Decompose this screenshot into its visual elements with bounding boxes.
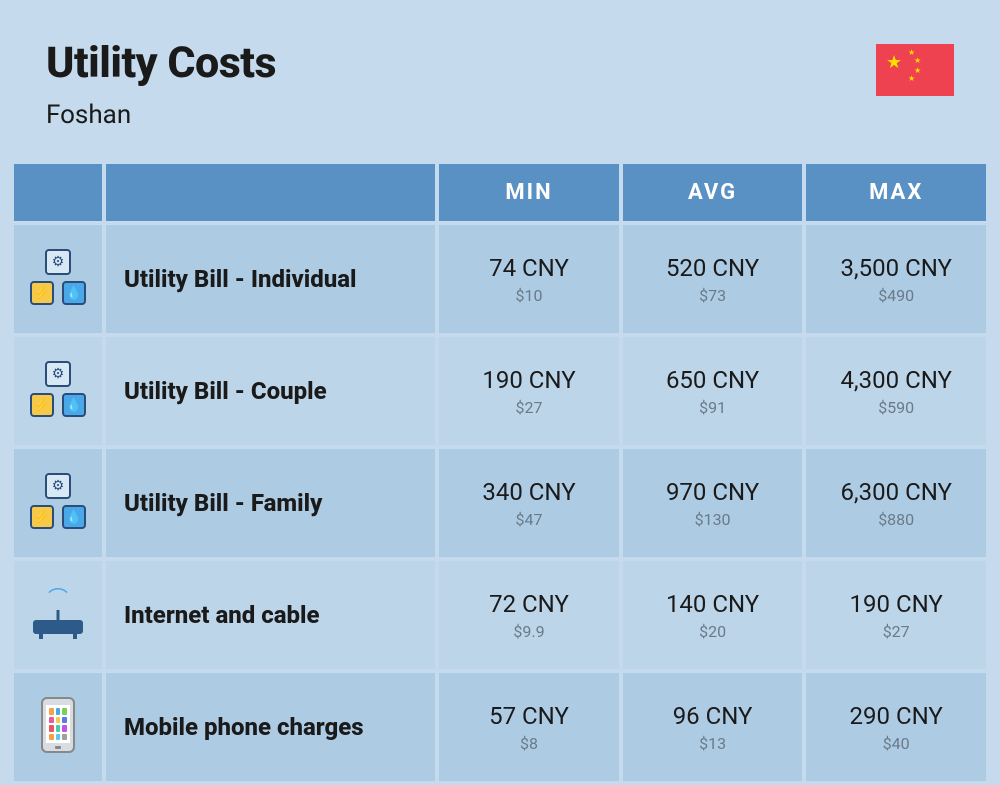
avg-secondary-value: $73 (635, 286, 791, 305)
row-min-cell: 74 CNY $10 (439, 225, 619, 333)
max-secondary-value: $490 (818, 286, 974, 305)
row-avg-cell: 650 CNY $91 (623, 337, 803, 445)
avg-primary-value: 520 CNY (635, 254, 791, 282)
max-secondary-value: $880 (818, 510, 974, 529)
max-secondary-value: $27 (818, 622, 974, 641)
row-max-cell: 190 CNY $27 (806, 561, 986, 669)
row-label: Utility Bill - Couple (106, 337, 435, 445)
min-primary-value: 190 CNY (451, 366, 607, 394)
table-row: ⚙⚡💧 Utility Bill - Family 340 CNY $47 970 CN… (14, 449, 986, 557)
row-label: Utility Bill - Family (106, 449, 435, 557)
row-max-cell: 290 CNY $40 (806, 673, 986, 781)
min-secondary-value: $27 (451, 398, 607, 417)
row-icon-cell: ⚙⚡💧 (14, 449, 102, 557)
header-text-block: Utility Costs Foshan (46, 38, 276, 130)
page-subtitle: Foshan (46, 100, 276, 130)
row-icon-cell: ⚙⚡💧 (14, 225, 102, 333)
max-primary-value: 190 CNY (818, 590, 974, 618)
header-avg: AVG (623, 164, 803, 221)
row-label: Internet and cable (106, 561, 435, 669)
avg-secondary-value: $13 (635, 734, 791, 753)
min-primary-value: 340 CNY (451, 478, 607, 506)
avg-secondary-value: $91 (635, 398, 791, 417)
row-max-cell: 3,500 CNY $490 (806, 225, 986, 333)
table-header-row: MIN AVG MAX (14, 164, 986, 221)
header-min: MIN (439, 164, 619, 221)
avg-primary-value: 970 CNY (635, 478, 791, 506)
row-min-cell: 340 CNY $47 (439, 449, 619, 557)
max-secondary-value: $40 (818, 734, 974, 753)
min-primary-value: 57 CNY (451, 702, 607, 730)
avg-primary-value: 650 CNY (635, 366, 791, 394)
max-primary-value: 290 CNY (818, 702, 974, 730)
row-max-cell: 4,300 CNY $590 (806, 337, 986, 445)
row-min-cell: 190 CNY $27 (439, 337, 619, 445)
table-row: ⚙⚡💧 Utility Bill - Couple 190 CNY $27 650 CN… (14, 337, 986, 445)
utility-icon: ⚙⚡💧 (30, 249, 86, 305)
max-secondary-value: $590 (818, 398, 974, 417)
avg-secondary-value: $130 (635, 510, 791, 529)
country-flag-china: ★ ★ ★ ★ ★ (876, 44, 954, 96)
utility-icon: ⚙⚡💧 (30, 473, 86, 529)
row-label: Utility Bill - Individual (106, 225, 435, 333)
row-avg-cell: 520 CNY $73 (623, 225, 803, 333)
row-avg-cell: 96 CNY $13 (623, 673, 803, 781)
max-primary-value: 6,300 CNY (818, 478, 974, 506)
utility-icon: ⚙⚡💧 (30, 361, 86, 417)
min-primary-value: 74 CNY (451, 254, 607, 282)
row-min-cell: 72 CNY $9.9 (439, 561, 619, 669)
row-icon-cell: ⚙⚡💧 (14, 337, 102, 445)
row-max-cell: 6,300 CNY $880 (806, 449, 986, 557)
row-icon-cell: ⌒ (14, 561, 102, 669)
table-row: ⌒Internet and cable72 CNY$9.9140 CNY$201… (14, 561, 986, 669)
row-avg-cell: 970 CNY $130 (623, 449, 803, 557)
header-max: MAX (806, 164, 986, 221)
page-header: Utility Costs Foshan ★ ★ ★ ★ ★ (0, 0, 1000, 150)
min-primary-value: 72 CNY (451, 590, 607, 618)
avg-secondary-value: $20 (635, 622, 791, 641)
page-title: Utility Costs (46, 38, 276, 88)
min-secondary-value: $9.9 (451, 622, 607, 641)
header-icon-col (14, 164, 102, 221)
row-avg-cell: 140 CNY $20 (623, 561, 803, 669)
row-min-cell: 57 CNY $8 (439, 673, 619, 781)
avg-primary-value: 96 CNY (635, 702, 791, 730)
min-secondary-value: $47 (451, 510, 607, 529)
row-label: Mobile phone charges (106, 673, 435, 781)
header-label-col (106, 164, 435, 221)
row-icon-cell (14, 673, 102, 781)
avg-primary-value: 140 CNY (635, 590, 791, 618)
table-row: ⚙⚡💧 Utility Bill - Individual 74 CNY $10 520… (14, 225, 986, 333)
max-primary-value: 4,300 CNY (818, 366, 974, 394)
min-secondary-value: $10 (451, 286, 607, 305)
phone-icon (41, 697, 75, 753)
min-secondary-value: $8 (451, 734, 607, 753)
internet-icon: ⌒ (31, 588, 85, 638)
table-row: Mobile phone charges 57 CNY $8 96 CNY $13 290… (14, 673, 986, 781)
max-primary-value: 3,500 CNY (818, 254, 974, 282)
utility-costs-table: MIN AVG MAX ⚙⚡💧 Utility Bill - Individual… (10, 160, 990, 785)
